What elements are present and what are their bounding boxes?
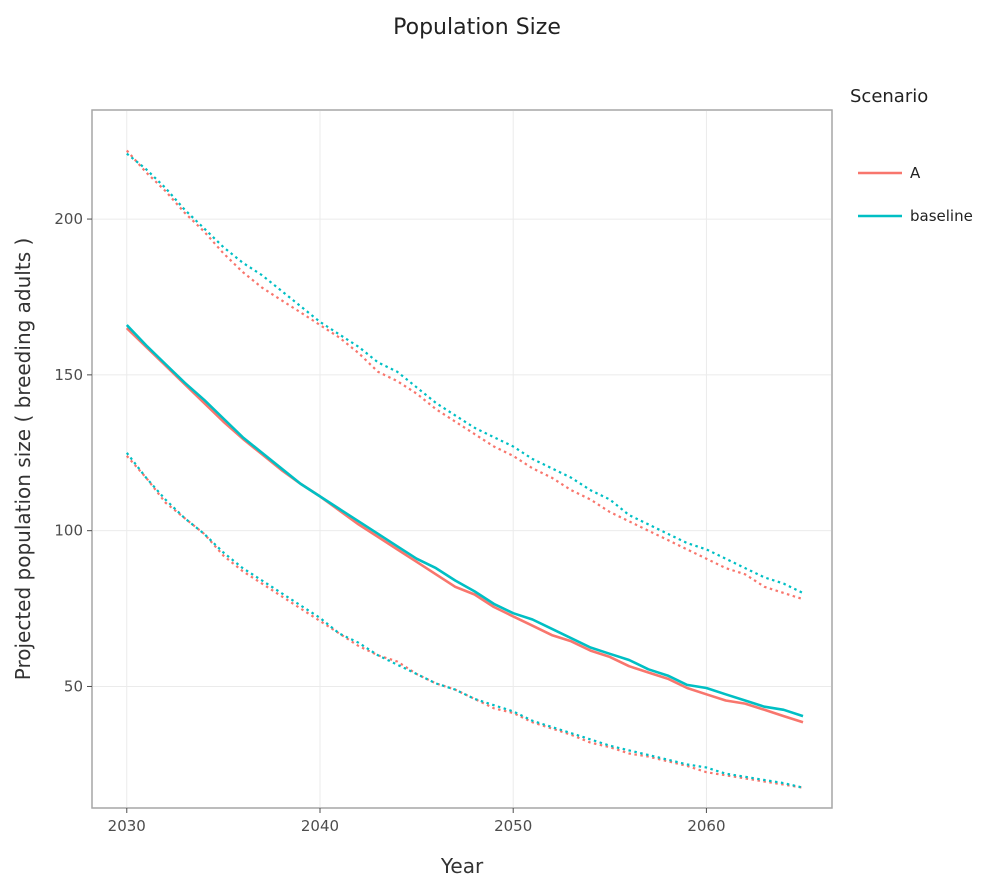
y-tick-label: 100 <box>54 522 83 540</box>
grid <box>92 110 832 808</box>
legend: Scenario A baseline <box>850 86 973 225</box>
y-tick-label: 50 <box>64 677 83 695</box>
x-tick-label: 2040 <box>301 817 339 835</box>
x-tick-label: 2030 <box>108 817 146 835</box>
y-axis-title: Projected population size ( breeding adu… <box>11 238 35 681</box>
plot-panel <box>91 109 833 809</box>
axes: 2030 2040 2050 2060 50 100 150 200 <box>54 210 725 835</box>
legend-label-baseline: baseline <box>910 207 973 225</box>
legend-title: Scenario <box>850 86 928 107</box>
x-axis-title: Year <box>440 854 484 878</box>
chart-title: Population Size <box>393 15 561 40</box>
y-tick-label: 200 <box>54 210 83 228</box>
x-tick-label: 2060 <box>687 817 725 835</box>
y-tick-label: 150 <box>54 366 83 384</box>
x-tick-label: 2050 <box>494 817 532 835</box>
series-line-baseline-solid-3 <box>125 324 804 718</box>
series-lines <box>125 149 804 789</box>
series-line-baseline-dotted-4 <box>126 152 804 594</box>
series-line-a-dotted-1 <box>125 149 804 601</box>
series-line-baseline-dotted-5 <box>125 452 804 789</box>
legend-label-a: A <box>910 164 921 182</box>
plot-border <box>91 109 833 809</box>
